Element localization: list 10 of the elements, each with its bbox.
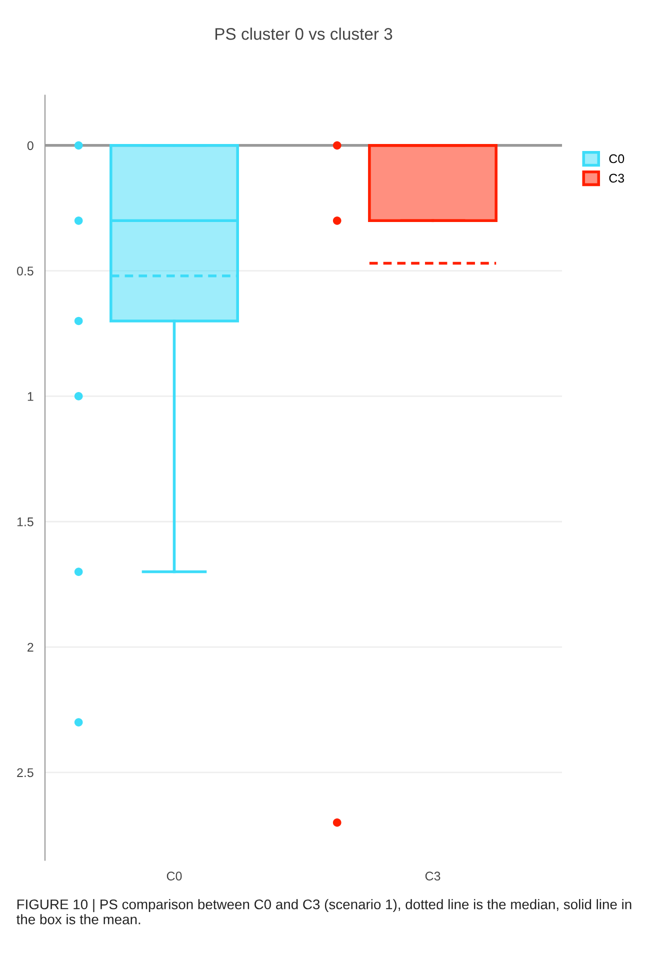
legend-label: C3 <box>609 174 624 183</box>
y-tick-label: 1 <box>28 392 34 401</box>
y-tick-label: 2.5 <box>17 768 34 778</box>
legend-label: C0 <box>609 154 624 164</box>
y-tick-label: 1.5 <box>17 518 34 526</box>
chart-title: PS cluster 0 vs cluster 3 <box>215 28 392 40</box>
y-tick-label: 2 <box>28 642 34 652</box>
caption: FIGURE 10 | PS comparison between C0 and C3 (scenario 1), dotted line is the median, solid line in the box is the mean. <box>16 899 632 924</box>
y-tick-label: 0.5 <box>16 266 34 276</box>
y-tick-label: 0 <box>27 141 34 150</box>
